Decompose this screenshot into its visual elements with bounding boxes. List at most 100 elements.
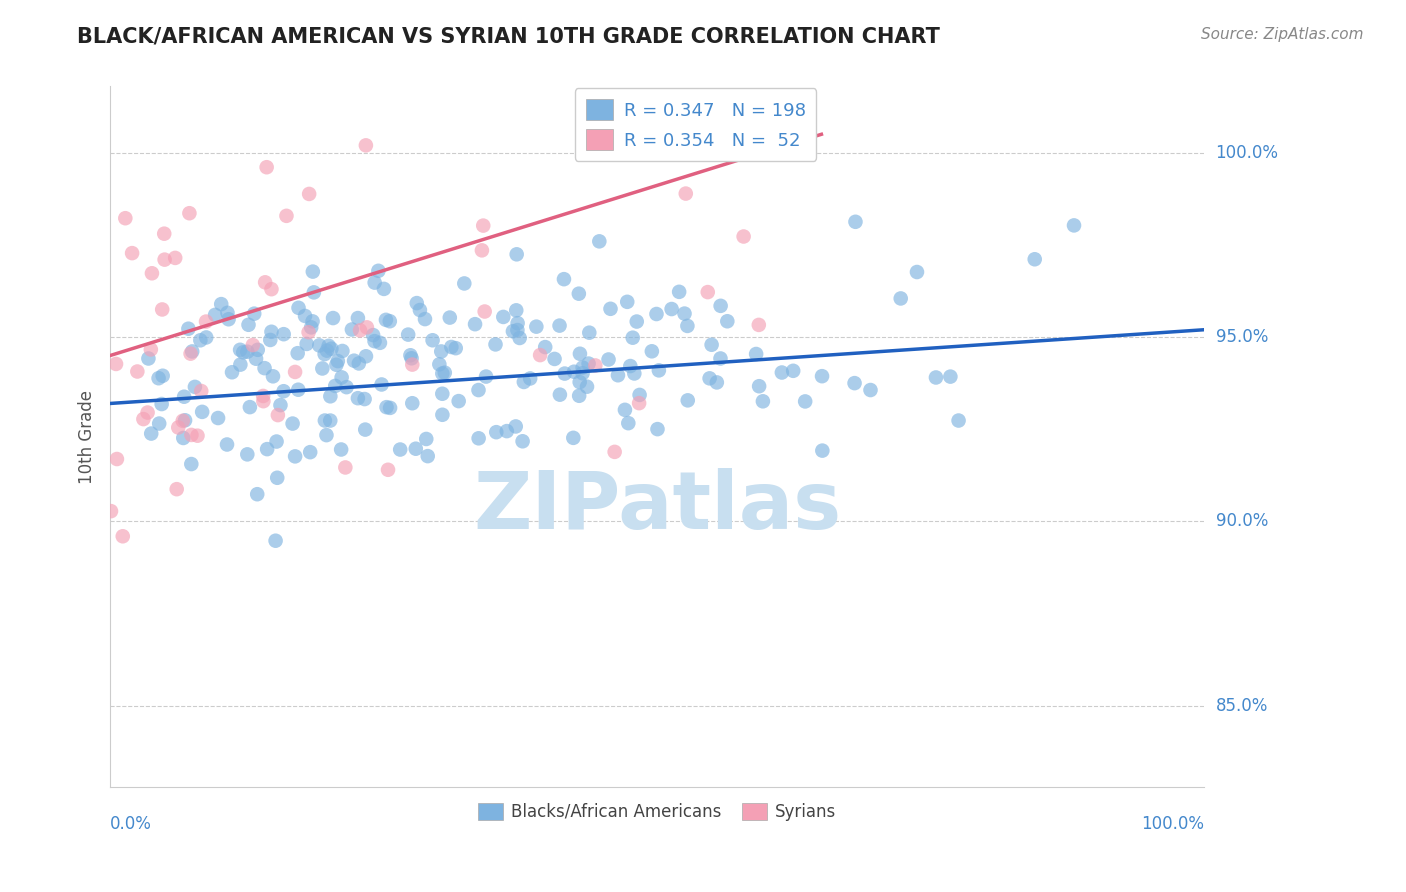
Point: [506, 323, 529, 337]
Point: [576, 380, 599, 394]
Point: [354, 423, 377, 437]
Point: [246, 487, 269, 501]
Point: [295, 337, 318, 351]
Point: [326, 354, 349, 368]
Point: [409, 303, 432, 318]
Point: [191, 405, 214, 419]
Point: [613, 402, 636, 417]
Point: [301, 264, 323, 278]
Point: [939, 369, 962, 384]
Point: [136, 405, 159, 419]
Point: [141, 426, 163, 441]
Point: [284, 450, 307, 464]
Point: [368, 335, 391, 350]
Point: [553, 272, 575, 286]
Point: [782, 364, 804, 378]
Point: [578, 326, 600, 340]
Point: [273, 327, 295, 342]
Point: [166, 482, 188, 496]
Point: [648, 363, 671, 377]
Point: [748, 379, 770, 393]
Point: [314, 413, 336, 427]
Point: [416, 449, 439, 463]
Point: [811, 443, 834, 458]
Point: [236, 447, 259, 461]
Point: [173, 390, 195, 404]
Point: [302, 285, 325, 300]
Point: [626, 314, 648, 328]
Y-axis label: 10th Grade: 10th Grade: [79, 390, 96, 483]
Point: [150, 397, 173, 411]
Text: 100.0%: 100.0%: [1142, 815, 1205, 833]
Point: [347, 311, 370, 326]
Point: [297, 325, 319, 339]
Point: [399, 348, 422, 362]
Point: [215, 437, 238, 451]
Point: [641, 344, 664, 359]
Point: [440, 340, 463, 354]
Point: [588, 235, 610, 249]
Point: [598, 352, 620, 367]
Point: [363, 276, 385, 290]
Point: [180, 457, 202, 471]
Point: [229, 358, 252, 372]
Point: [132, 412, 155, 426]
Point: [432, 367, 454, 381]
Point: [269, 398, 291, 412]
Point: [165, 251, 187, 265]
Point: [260, 282, 283, 296]
Point: [413, 312, 436, 326]
Point: [628, 396, 651, 410]
Point: [114, 211, 136, 226]
Point: [568, 347, 591, 361]
Point: [204, 308, 226, 322]
Point: [389, 442, 412, 457]
Point: [534, 340, 557, 354]
Point: [276, 209, 298, 223]
Text: 100.0%: 100.0%: [1216, 144, 1278, 161]
Point: [299, 320, 322, 334]
Point: [444, 341, 467, 355]
Point: [676, 318, 699, 333]
Point: [430, 344, 453, 359]
Point: [439, 310, 461, 325]
Point: [427, 357, 450, 371]
Point: [253, 361, 276, 376]
Point: [599, 301, 621, 316]
Point: [568, 375, 591, 389]
Point: [370, 377, 392, 392]
Point: [571, 366, 593, 380]
Point: [770, 366, 793, 380]
Point: [619, 359, 641, 373]
Point: [401, 351, 423, 366]
Point: [377, 463, 399, 477]
Point: [148, 371, 170, 385]
Point: [554, 367, 576, 381]
Point: [905, 265, 928, 279]
Point: [472, 219, 495, 233]
Point: [396, 327, 419, 342]
Point: [513, 375, 536, 389]
Point: [252, 389, 274, 403]
Point: [152, 368, 174, 383]
Point: [710, 299, 733, 313]
Point: [287, 346, 309, 360]
Point: [190, 333, 212, 347]
Point: [316, 343, 339, 358]
Point: [616, 294, 638, 309]
Point: [415, 432, 437, 446]
Legend: Blacks/African Americans, Syrians: Blacks/African Americans, Syrians: [471, 797, 844, 828]
Point: [568, 389, 591, 403]
Point: [256, 442, 278, 457]
Point: [716, 314, 738, 328]
Point: [529, 348, 551, 362]
Point: [318, 339, 340, 353]
Point: [647, 422, 669, 436]
Point: [367, 264, 389, 278]
Point: [335, 380, 357, 394]
Point: [432, 386, 454, 401]
Point: [748, 318, 770, 332]
Point: [467, 431, 489, 445]
Point: [256, 160, 278, 174]
Point: [207, 411, 229, 425]
